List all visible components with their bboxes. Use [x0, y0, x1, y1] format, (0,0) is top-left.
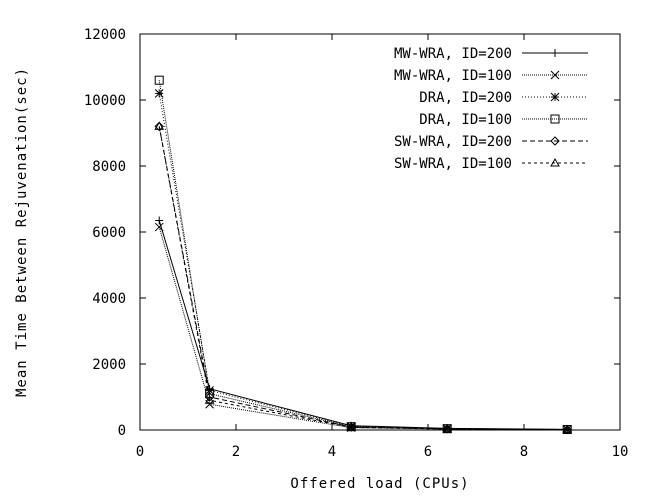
data-point — [442, 424, 453, 433]
legend-label: SW-WRA, ID=200 — [394, 134, 512, 150]
y-tick-label: 10000 — [84, 93, 126, 109]
series-2 — [154, 222, 572, 435]
data-point — [205, 386, 214, 395]
data-point — [562, 424, 573, 434]
x-tick-label: 6 — [424, 444, 432, 460]
y-tick-label: 6000 — [92, 225, 126, 241]
x-tick-label: 8 — [520, 444, 528, 460]
y-axis-label: Mean Time Between Rejuvenation(sec) — [14, 67, 30, 397]
y-tick-label: 0 — [118, 423, 126, 439]
y-tick-label: 2000 — [92, 357, 126, 373]
data-point — [562, 424, 572, 435]
data-point — [204, 392, 215, 402]
data-point — [550, 157, 560, 167]
series-line — [158, 80, 568, 431]
data-point — [551, 49, 559, 57]
data-point — [205, 389, 215, 399]
y-tick-label: 8000 — [92, 159, 126, 175]
legend-label: MW-WRA, ID=100 — [394, 68, 512, 84]
legend-label: DRA, ID=100 — [419, 112, 512, 128]
series-line — [158, 126, 568, 431]
series-line — [158, 226, 568, 431]
legend-entry: SW-WRA, ID=200 — [394, 134, 588, 150]
x-axis-label: Offered load (CPUs) — [290, 476, 469, 492]
data-point — [204, 395, 215, 404]
legend-entry: MW-WRA, ID=100 — [394, 68, 588, 84]
data-point — [155, 216, 164, 225]
legend: MW-WRA, ID=200 MW-WRA, ID=100 DRA, ID=200 D… — [394, 46, 588, 172]
series-layer — [154, 75, 573, 435]
series-line — [158, 220, 568, 430]
legend-entry: MW-WRA, ID=200 — [394, 46, 588, 62]
data-point — [346, 422, 356, 432]
legend-entry: DRA, ID=100 — [419, 112, 588, 128]
data-point — [154, 75, 164, 85]
data-point — [154, 222, 164, 232]
axis-ticks: 0 2 4 6 8 10 0 2000 4000 6000 8000 10000 12000 — [84, 27, 629, 460]
series-1 — [155, 216, 572, 434]
data-point — [550, 92, 560, 102]
series-4 — [154, 75, 572, 435]
data-point — [154, 121, 164, 132]
legend-label: SW-WRA, ID=100 — [394, 156, 512, 172]
legend-label: DRA, ID=200 — [419, 90, 512, 106]
data-point — [346, 422, 357, 431]
series-6 — [154, 121, 573, 434]
data-point — [154, 121, 165, 130]
x-tick-label: 10 — [612, 444, 629, 460]
legend-entry: DRA, ID=200 — [419, 90, 588, 106]
legend-entry: SW-WRA, ID=100 — [394, 156, 588, 172]
x-tick-label: 2 — [232, 444, 240, 460]
plot-frame — [139, 33, 621, 431]
y-tick-label: 4000 — [92, 291, 126, 307]
y-tick-label: 12000 — [84, 27, 126, 43]
data-point — [550, 114, 560, 124]
data-point — [550, 70, 560, 80]
data-point — [550, 136, 560, 146]
data-point — [154, 89, 164, 98]
data-point — [442, 424, 452, 434]
x-tick-label: 0 — [136, 444, 144, 460]
legend-label: MW-WRA, ID=200 — [394, 46, 512, 62]
x-tick-label: 4 — [328, 444, 336, 460]
